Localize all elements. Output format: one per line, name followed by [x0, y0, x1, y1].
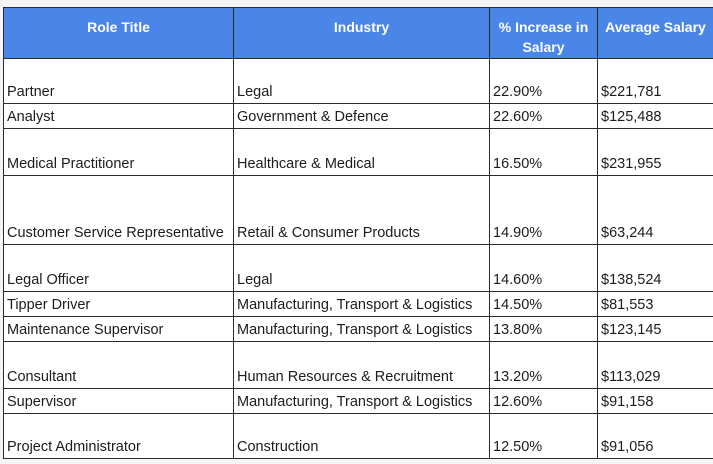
- cell-industry: Government & Defence: [233, 103, 490, 129]
- header-percent-increase: % Increase in Salary: [489, 7, 598, 59]
- cell-increase: 22.60%: [489, 103, 598, 129]
- cell-increase: 12.50%: [489, 413, 598, 459]
- header-industry: Industry: [233, 7, 490, 59]
- cell-industry: Construction: [233, 413, 490, 459]
- table-row: Maintenance Supervisor Manufacturing, Tr…: [3, 316, 713, 342]
- cell-salary: $91,056: [597, 413, 713, 459]
- table-row: Legal Officer Legal 14.60% $138,524: [3, 244, 713, 292]
- table-row: Supervisor Manufacturing, Transport & Lo…: [3, 388, 713, 414]
- cell-role: Supervisor: [3, 388, 234, 414]
- cell-industry: Manufacturing, Transport & Logistics: [233, 316, 490, 342]
- table-row: Project Administrator Construction 12.50…: [3, 413, 713, 459]
- cell-industry: Manufacturing, Transport & Logistics: [233, 388, 490, 414]
- cell-role: Consultant: [3, 341, 234, 389]
- table-row: Medical Practitioner Healthcare & Medica…: [3, 128, 713, 176]
- header-average-salary: Average Salary: [597, 7, 713, 59]
- cell-increase: 22.90%: [489, 58, 598, 104]
- cell-salary: $123,145: [597, 316, 713, 342]
- cell-role: Legal Officer: [3, 244, 234, 292]
- table-row: Analyst Government & Defence 22.60% $125…: [3, 103, 713, 129]
- cell-salary: $221,781: [597, 58, 713, 104]
- cell-salary: $231,955: [597, 128, 713, 176]
- cell-increase: 13.20%: [489, 341, 598, 389]
- table-row: Customer Service Representative Retail &…: [3, 175, 713, 245]
- cell-industry: Manufacturing, Transport & Logistics: [233, 291, 490, 317]
- cell-industry: Legal: [233, 58, 490, 104]
- cell-role: Medical Practitioner: [3, 128, 234, 176]
- cell-industry: Retail & Consumer Products: [233, 175, 490, 245]
- table-row: Tipper Driver Manufacturing, Transport &…: [3, 291, 713, 317]
- cell-salary: $91,158: [597, 388, 713, 414]
- cell-salary: $63,244: [597, 175, 713, 245]
- cell-increase: 14.60%: [489, 244, 598, 292]
- cell-increase: 14.90%: [489, 175, 598, 245]
- cell-role: Project Administrator: [3, 413, 234, 459]
- cell-increase: 13.80%: [489, 316, 598, 342]
- cell-salary: $125,488: [597, 103, 713, 129]
- cell-role: Partner: [3, 58, 234, 104]
- cell-role: Customer Service Representative: [3, 175, 234, 245]
- header-row: Role Title Industry % Increase in Salary…: [3, 7, 713, 59]
- cell-industry: Legal: [233, 244, 490, 292]
- cell-industry: Human Resources & Recruitment: [233, 341, 490, 389]
- table-row: Consultant Human Resources & Recruitment…: [3, 341, 713, 389]
- cell-increase: 16.50%: [489, 128, 598, 176]
- cell-salary: $113,029: [597, 341, 713, 389]
- cell-salary: $138,524: [597, 244, 713, 292]
- header-role-title: Role Title: [3, 7, 234, 59]
- cell-role: Tipper Driver: [3, 291, 234, 317]
- cell-increase: 12.60%: [489, 388, 598, 414]
- table-row: Partner Legal 22.90% $221,781: [3, 58, 713, 104]
- cell-salary: $81,553: [597, 291, 713, 317]
- cell-industry: Healthcare & Medical: [233, 128, 490, 176]
- cell-role: Maintenance Supervisor: [3, 316, 234, 342]
- cell-increase: 14.50%: [489, 291, 598, 317]
- cell-role: Analyst: [3, 103, 234, 129]
- salary-table: Role Title Industry % Increase in Salary…: [3, 7, 713, 459]
